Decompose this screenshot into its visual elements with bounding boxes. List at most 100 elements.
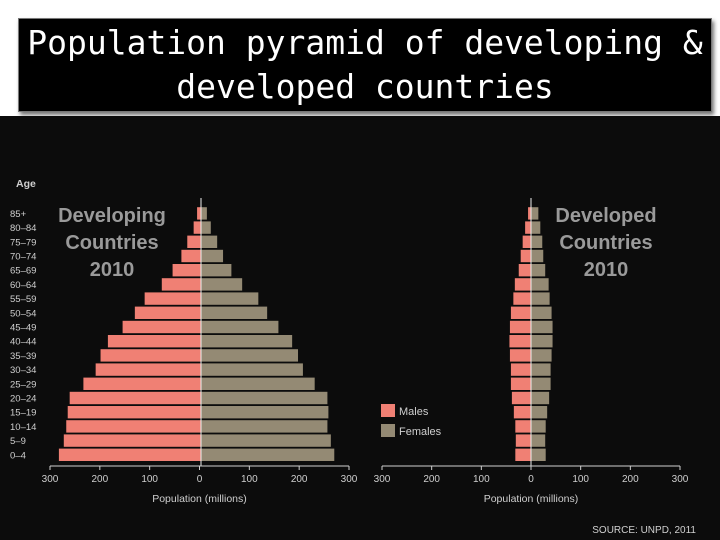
age-tick-label: 0–4	[10, 450, 26, 461]
x-tick-label: 200	[91, 474, 108, 485]
female-bar	[531, 349, 552, 362]
female-bar	[531, 292, 550, 305]
male-bar	[172, 264, 201, 277]
male-bar	[514, 278, 531, 291]
male-bar	[518, 264, 531, 277]
male-bar	[510, 306, 531, 319]
female-bar	[531, 207, 539, 220]
male-bar	[100, 349, 201, 362]
female-bar	[201, 264, 232, 277]
x-tick-label: 300	[341, 474, 358, 485]
male-bar	[107, 335, 201, 348]
age-tick-label: 85+	[10, 209, 27, 220]
age-tick-label: 50–54	[10, 308, 36, 319]
male-bar	[83, 377, 201, 390]
age-tick-label: 70–74	[10, 252, 36, 263]
pyramid-title-line: Countries	[559, 232, 652, 254]
age-tick-label: 65–69	[10, 266, 36, 277]
pyramid-title-line: Developing	[58, 205, 166, 227]
male-bar	[522, 235, 531, 248]
female-bar	[201, 434, 331, 447]
pyramid-title-line: Countries	[65, 232, 158, 254]
legend-swatch	[381, 404, 395, 417]
age-tick-label: 40–44	[10, 337, 36, 348]
male-bar	[181, 249, 201, 263]
female-bar	[531, 377, 551, 390]
x-axis-title: Population (millions)	[484, 493, 579, 505]
male-bar	[513, 292, 531, 305]
female-bar	[531, 221, 541, 234]
x-tick-label: 0	[197, 474, 203, 485]
female-bar	[531, 391, 550, 405]
age-tick-label: 80–84	[10, 223, 36, 234]
male-bar	[193, 221, 201, 234]
x-tick-label: 100	[241, 474, 258, 485]
female-bar	[201, 363, 303, 376]
age-tick-label: 75–79	[10, 237, 36, 248]
age-tick-label: 20–24	[10, 394, 36, 405]
age-tick-label: 25–29	[10, 379, 36, 390]
male-bar	[95, 363, 201, 376]
male-bar	[63, 434, 201, 447]
male-bar	[122, 320, 201, 334]
age-tick-label: 30–34	[10, 365, 36, 376]
female-bar	[201, 292, 259, 305]
female-bar	[531, 448, 546, 461]
female-bar	[201, 420, 328, 433]
female-bar	[201, 335, 293, 348]
male-bar	[187, 235, 201, 248]
x-tick-label: 200	[622, 474, 639, 485]
male-bar	[134, 306, 201, 319]
male-bar	[510, 363, 531, 376]
female-bar	[201, 249, 224, 263]
male-bar	[509, 335, 531, 348]
female-bar	[201, 320, 279, 334]
x-tick-label: 200	[291, 474, 308, 485]
male-bar	[161, 278, 201, 291]
male-bar	[511, 391, 531, 405]
age-tick-label: 5–9	[10, 436, 26, 447]
age-tick-label: 60–64	[10, 280, 36, 291]
female-bar	[201, 391, 328, 405]
male-bar	[528, 207, 531, 220]
x-tick-label: 200	[423, 474, 440, 485]
male-bar	[515, 420, 531, 433]
female-bar	[531, 434, 546, 447]
legend-swatch	[381, 424, 395, 437]
source-note: SOURCE: UNPD, 2011	[592, 525, 696, 536]
female-bar	[201, 306, 268, 319]
pyramid-title-line: Developed	[555, 205, 656, 227]
female-bar	[531, 363, 551, 376]
title-line-2: developed countries	[176, 67, 554, 106]
legend-label: Females	[399, 426, 442, 438]
x-tick-label: 300	[42, 474, 59, 485]
x-tick-label: 100	[572, 474, 589, 485]
female-bar	[201, 406, 329, 419]
female-bar	[531, 420, 546, 433]
female-bar	[531, 249, 544, 263]
pyramid-title-line: 2010	[584, 259, 629, 281]
female-bar	[531, 320, 553, 334]
male-bar	[66, 420, 201, 433]
male-bar	[513, 406, 531, 419]
female-bar	[531, 406, 548, 419]
male-bar	[509, 320, 531, 334]
x-tick-label: 300	[374, 474, 391, 485]
male-bar	[509, 349, 531, 362]
population-pyramids-svg: Age 0–4 5–9 10–14 15–19 20–24 25–29 30–34 35–39 4…	[10, 178, 689, 505]
female-bar	[201, 235, 218, 248]
male-bar	[197, 207, 201, 220]
age-tick-label: 35–39	[10, 351, 36, 362]
age-tick-label: 45–49	[10, 323, 36, 334]
age-axis-title: Age	[16, 178, 36, 190]
female-bar	[531, 306, 552, 319]
female-bar	[531, 278, 549, 291]
x-tick-label: 100	[473, 474, 490, 485]
age-tick-label: 10–14	[10, 422, 36, 433]
male-bar	[525, 221, 531, 234]
female-bar	[201, 448, 335, 461]
age-tick-label: 15–19	[10, 408, 36, 419]
male-bar	[510, 377, 531, 390]
female-bar	[531, 264, 546, 277]
x-tick-label: 0	[528, 474, 534, 485]
